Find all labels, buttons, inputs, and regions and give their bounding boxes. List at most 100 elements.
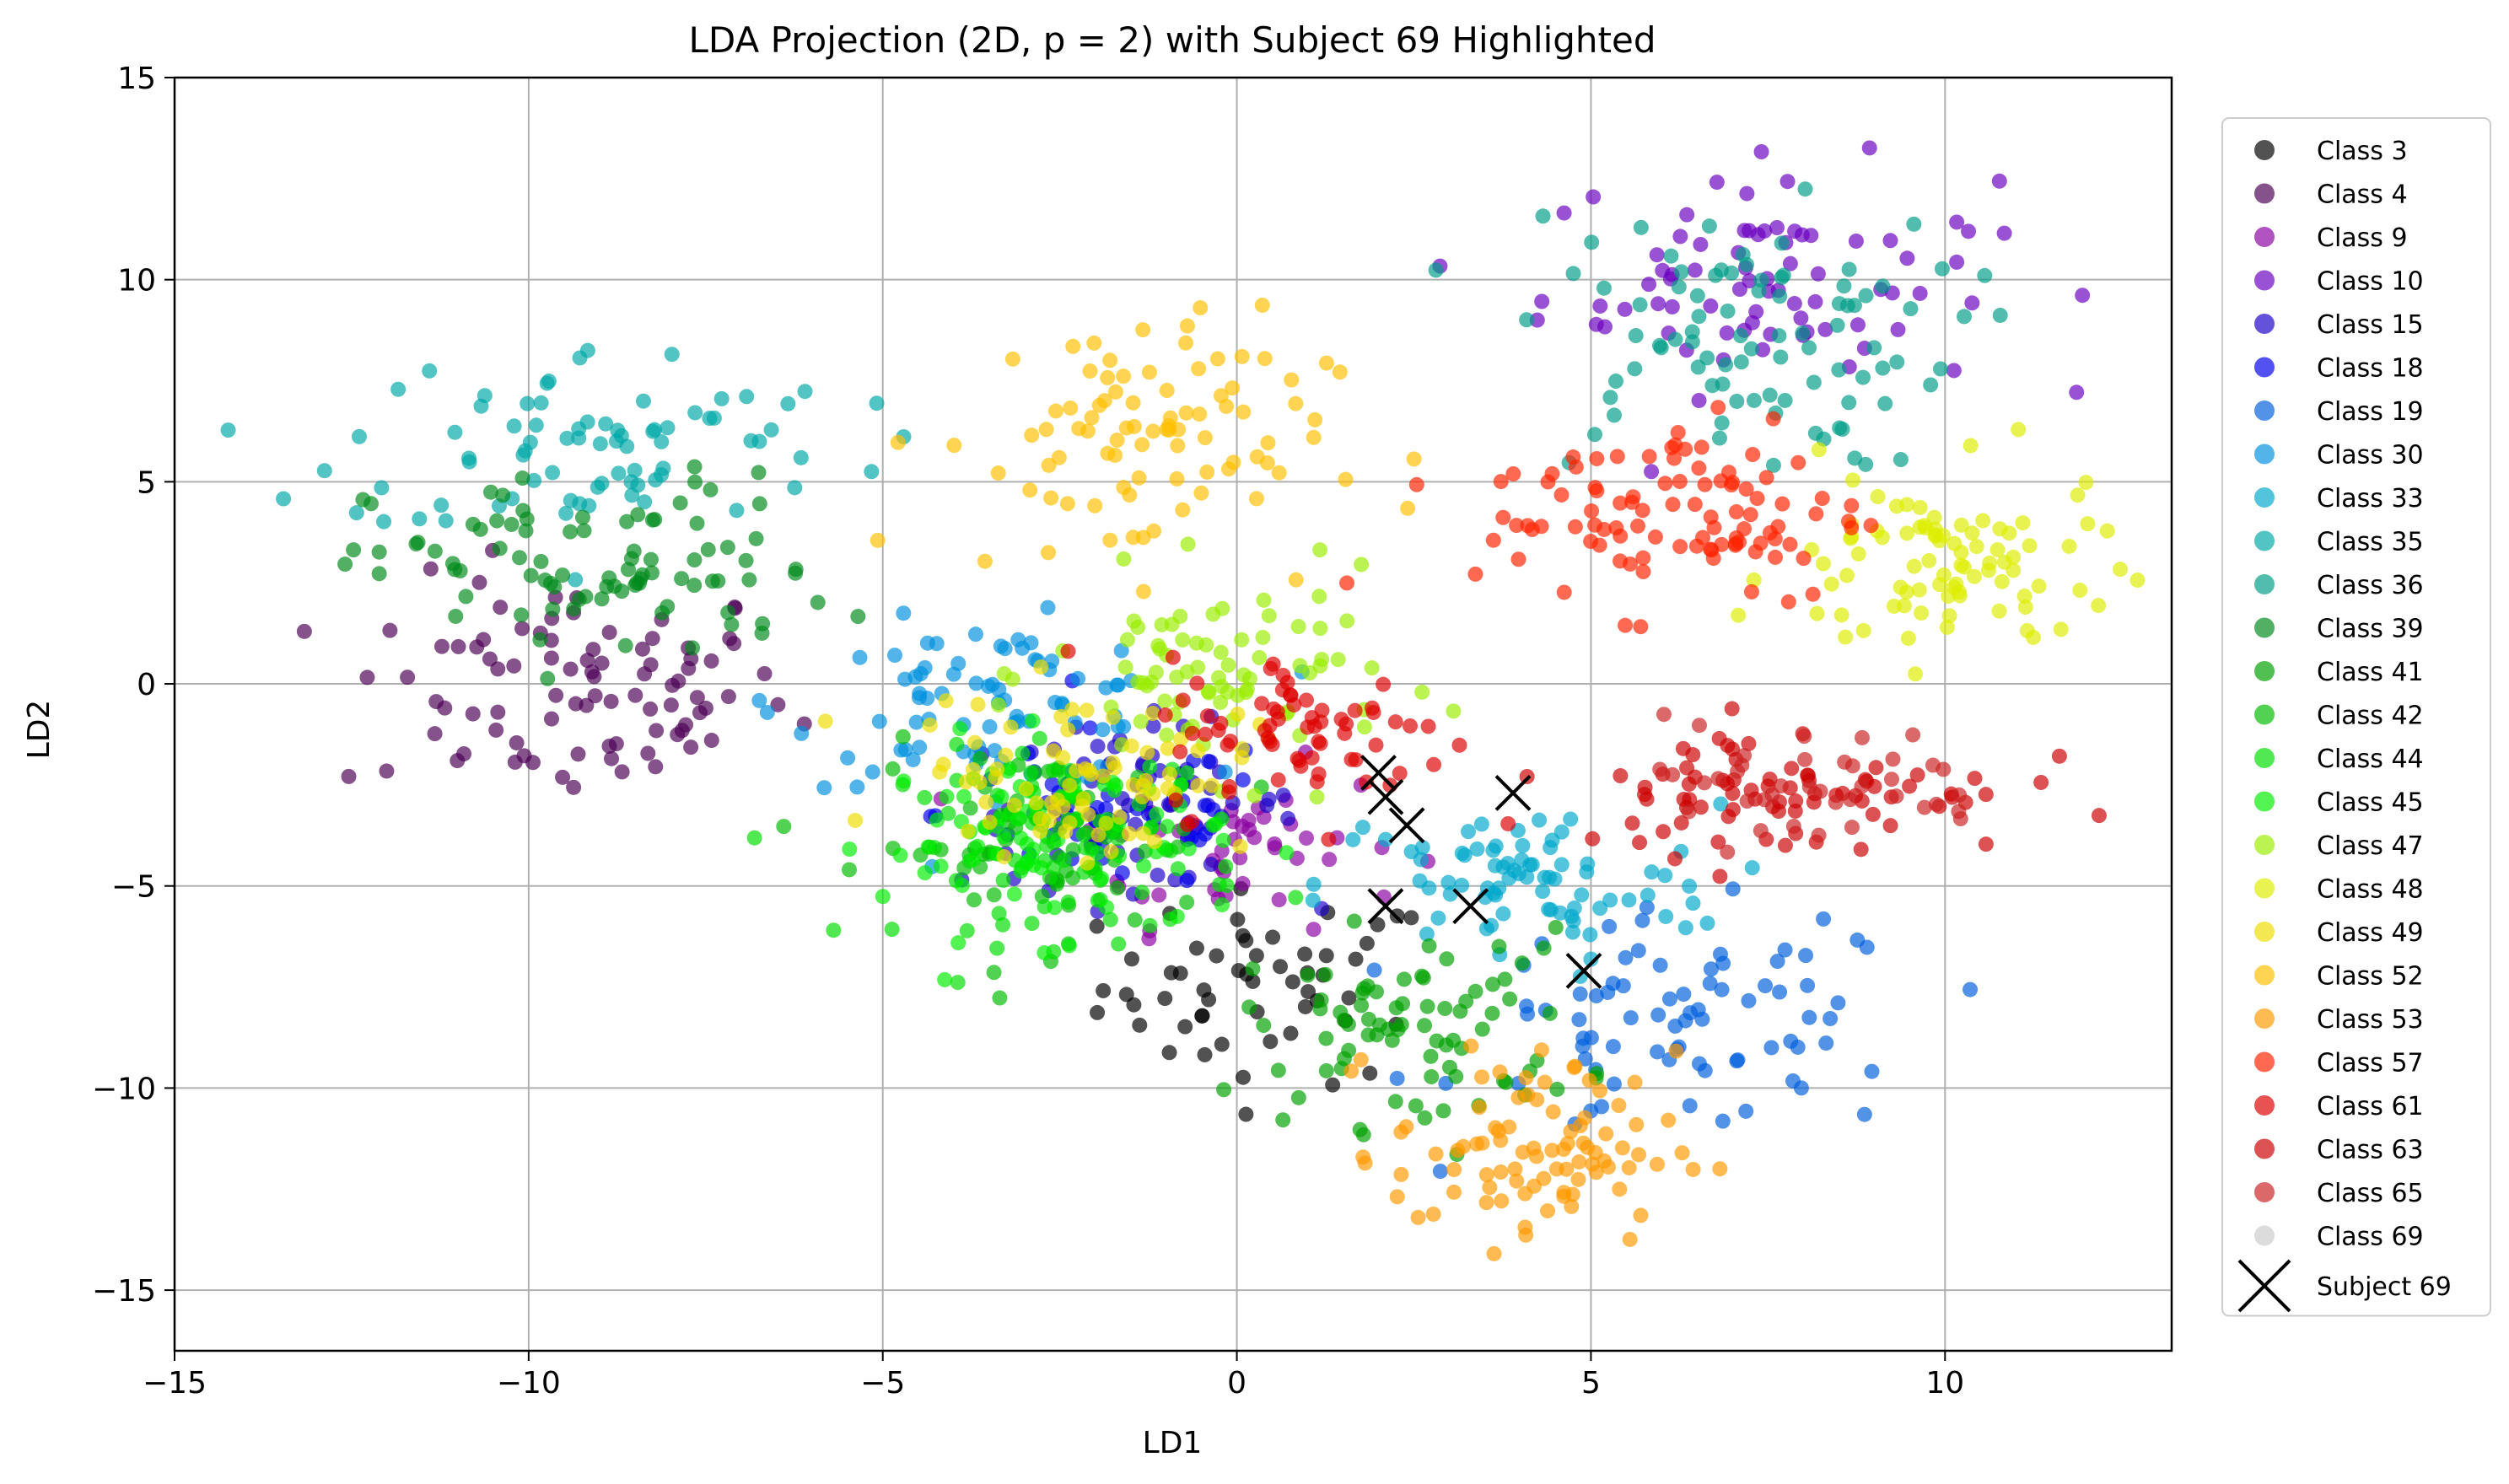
legend-label: Class 69 — [2317, 1223, 2424, 1252]
scatter-point — [1136, 858, 1152, 874]
scatter-point — [1952, 787, 1968, 803]
scatter-point — [1096, 982, 1112, 998]
scatter-point — [610, 422, 626, 438]
scatter-point — [1864, 1063, 1880, 1079]
scatter-point — [1691, 1056, 1707, 1072]
scatter-point — [1192, 406, 1208, 422]
scatter-point — [1023, 765, 1039, 781]
scatter-point — [1714, 415, 1730, 431]
scatter-point — [1533, 1042, 1549, 1058]
scatter-point — [1532, 812, 1548, 828]
scatter-point — [1051, 449, 1067, 465]
scatter-point — [1729, 1053, 1745, 1069]
scatter-point — [1699, 915, 1715, 931]
scatter-point — [1347, 702, 1363, 718]
scatter-point — [1614, 1140, 1630, 1156]
scatter-point — [1584, 503, 1600, 519]
scatter-point — [897, 741, 913, 757]
scatter-point — [1456, 847, 1473, 863]
scatter-point — [1362, 1065, 1378, 1081]
scatter-point — [1932, 361, 1948, 377]
scatter-point — [1261, 791, 1277, 807]
scatter-point — [1467, 566, 1483, 582]
scatter-point — [689, 515, 705, 531]
scatter-point — [864, 464, 880, 480]
scatter-point — [1621, 892, 1637, 908]
scatter-point — [995, 917, 1011, 933]
scatter-point — [1782, 255, 1798, 272]
scatter-point — [1777, 837, 1793, 853]
scatter-point — [1232, 838, 1248, 854]
legend-marker — [2254, 183, 2275, 204]
scatter-point — [929, 636, 945, 652]
scatter-point — [2061, 538, 2077, 554]
scatter-point — [1284, 974, 1300, 990]
x-tick-label: 5 — [1581, 1366, 1601, 1401]
scatter-point — [1801, 1009, 1817, 1025]
legend-marker — [2254, 1225, 2275, 1246]
scatter-point — [1989, 542, 2006, 558]
scatter-point — [1749, 491, 1765, 507]
scatter-point — [1474, 1135, 1490, 1151]
scatter-point — [978, 794, 994, 810]
scatter-point — [1415, 970, 1431, 986]
scatter-point — [720, 605, 736, 621]
scatter-point — [1245, 960, 1261, 976]
scatter-point — [525, 755, 541, 771]
scatter-point — [1225, 380, 1241, 396]
legend-marker — [2254, 878, 2275, 899]
scatter-point — [1204, 777, 1220, 793]
scatter-point — [871, 713, 887, 729]
scatter-point — [1211, 877, 1227, 893]
scatter-point — [1563, 1123, 1579, 1139]
scatter-point — [946, 438, 962, 454]
scatter-point — [1838, 629, 1854, 645]
scatter-point — [678, 717, 694, 733]
scatter-point — [1116, 551, 1132, 567]
scatter-point — [1474, 1069, 1490, 1085]
scatter-point — [1149, 806, 1165, 822]
scatter-point — [1893, 452, 1909, 468]
scatter-point — [1793, 310, 1809, 326]
scatter-point — [1772, 288, 1788, 304]
scatter-point — [1885, 751, 1901, 767]
scatter-point — [1793, 1080, 1809, 1096]
scatter-point — [1522, 857, 1538, 873]
scatter-point — [713, 390, 730, 406]
scatter-point — [841, 862, 857, 878]
scatter-point — [968, 675, 984, 691]
scatter-point — [1978, 836, 1994, 852]
legend: Class 3 Class 4 Class 9 Class 10 Class 15 Cla… — [2221, 117, 2491, 1317]
scatter-point — [998, 747, 1014, 763]
scatter-point — [633, 571, 649, 587]
scatter-point — [1421, 938, 1437, 954]
scatter-point — [1055, 750, 1071, 766]
scatter-point — [390, 381, 407, 397]
scatter-point — [1063, 400, 1079, 416]
scatter-point — [852, 649, 868, 665]
scatter-point — [890, 434, 906, 450]
scatter-point — [1836, 278, 1852, 294]
scatter-point — [935, 756, 951, 772]
scatter-point — [1248, 948, 1264, 964]
scatter-point — [433, 638, 450, 654]
scatter-point — [1297, 998, 1313, 1014]
scatter-point — [1769, 220, 1785, 236]
scatter-point — [704, 573, 720, 589]
scatter-point — [1246, 830, 1263, 846]
scatter-point — [706, 410, 722, 426]
scatter-point — [1815, 556, 1831, 572]
scatter-point — [1419, 926, 1435, 942]
scatter-point — [1613, 768, 1629, 784]
scatter-point — [1414, 684, 1430, 700]
scatter-point — [1193, 485, 1209, 501]
scatter-point — [1172, 744, 1188, 760]
scatter-point — [1790, 454, 1806, 470]
scatter-point — [1912, 499, 1928, 515]
scatter-point — [1338, 471, 1354, 487]
scatter-point — [1633, 219, 1649, 235]
scatter-point — [1621, 1159, 1637, 1175]
scatter-point — [1574, 887, 1590, 903]
scatter-point — [850, 609, 866, 625]
scatter-point — [1570, 1171, 1586, 1187]
